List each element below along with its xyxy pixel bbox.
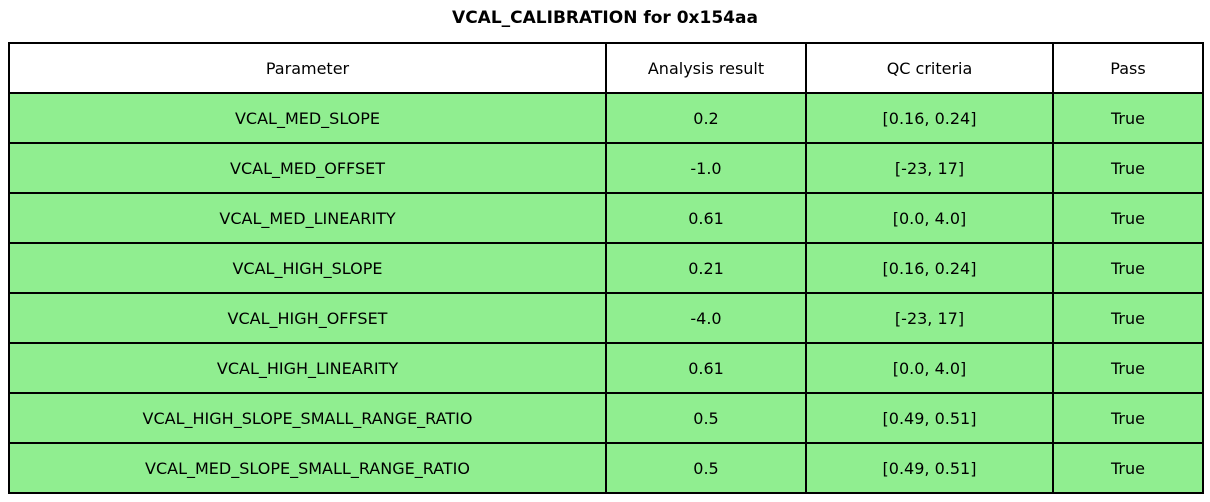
- column-header-pass: Pass: [1052, 42, 1204, 94]
- cell-pass: True: [1052, 92, 1204, 144]
- cell-pass: True: [1052, 342, 1204, 394]
- cell-pass: True: [1052, 442, 1204, 494]
- table-body: VCAL_MED_SLOPE 0.2 [0.16, 0.24] True VCAL_ME…: [8, 92, 1204, 494]
- table-row: VCAL_HIGH_LINEARITY 0.61 [0.0, 4.0] True: [8, 342, 1204, 394]
- column-header-parameter: Parameter: [8, 42, 607, 94]
- table-row: VCAL_MED_SLOPE 0.2 [0.16, 0.24] True: [8, 92, 1204, 144]
- cell-parameter: VCAL_MED_LINEARITY: [8, 192, 607, 244]
- cell-result: 0.5: [605, 442, 807, 494]
- cell-parameter: VCAL_HIGH_OFFSET: [8, 292, 607, 344]
- cell-result: 0.2: [605, 92, 807, 144]
- cell-pass: True: [1052, 292, 1204, 344]
- cell-parameter: VCAL_HIGH_SLOPE: [8, 242, 607, 294]
- cell-criteria: [0.16, 0.24]: [805, 242, 1054, 294]
- cell-parameter: VCAL_MED_SLOPE_SMALL_RANGE_RATIO: [8, 442, 607, 494]
- cell-result: -1.0: [605, 142, 807, 194]
- cell-criteria: [0.49, 0.51]: [805, 442, 1054, 494]
- table-row: VCAL_HIGH_SLOPE 0.21 [0.16, 0.24] True: [8, 242, 1204, 294]
- cell-criteria: [0.0, 4.0]: [805, 192, 1054, 244]
- cell-criteria: [0.0, 4.0]: [805, 342, 1054, 394]
- table-row: VCAL_HIGH_SLOPE_SMALL_RANGE_RATIO 0.5 [0.4…: [8, 392, 1204, 444]
- column-header-analysis-result: Analysis result: [605, 42, 807, 94]
- qc-results-table: Parameter Analysis result QC criteria Pa…: [8, 42, 1204, 494]
- cell-parameter: VCAL_HIGH_LINEARITY: [8, 342, 607, 394]
- figure-title: VCAL_CALIBRATION for 0x154aa: [452, 8, 758, 28]
- cell-result: 0.5: [605, 392, 807, 444]
- table-row: VCAL_MED_SLOPE_SMALL_RANGE_RATIO 0.5 [0.49…: [8, 442, 1204, 494]
- cell-criteria: [0.49, 0.51]: [805, 392, 1054, 444]
- cell-result: 0.61: [605, 342, 807, 394]
- cell-criteria: [-23, 17]: [805, 142, 1054, 194]
- table-row: VCAL_MED_LINEARITY 0.61 [0.0, 4.0] True: [8, 192, 1204, 244]
- column-header-qc-criteria: QC criteria: [805, 42, 1054, 94]
- cell-parameter: VCAL_MED_OFFSET: [8, 142, 607, 194]
- cell-pass: True: [1052, 192, 1204, 244]
- cell-criteria: [-23, 17]: [805, 292, 1054, 344]
- cell-parameter: VCAL_MED_SLOPE: [8, 92, 607, 144]
- cell-pass: True: [1052, 242, 1204, 294]
- table-header-row: Parameter Analysis result QC criteria Pa…: [8, 42, 1204, 94]
- table-row: VCAL_MED_OFFSET -1.0 [-23, 17] True: [8, 142, 1204, 194]
- table-row: VCAL_HIGH_OFFSET -4.0 [-23, 17] True: [8, 292, 1204, 344]
- cell-result: -4.0: [605, 292, 807, 344]
- cell-parameter: VCAL_HIGH_SLOPE_SMALL_RANGE_RATIO: [8, 392, 607, 444]
- cell-pass: True: [1052, 392, 1204, 444]
- cell-result: 0.21: [605, 242, 807, 294]
- cell-pass: True: [1052, 142, 1204, 194]
- cell-result: 0.61: [605, 192, 807, 244]
- cell-criteria: [0.16, 0.24]: [805, 92, 1054, 144]
